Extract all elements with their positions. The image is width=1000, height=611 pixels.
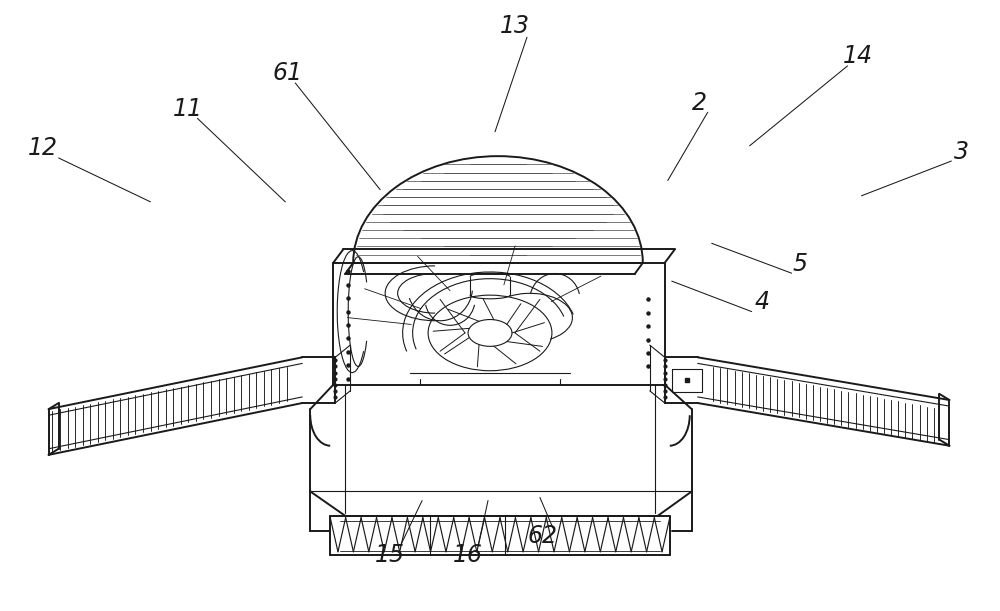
Text: 3: 3 [954, 140, 969, 164]
Text: 4: 4 [754, 290, 769, 315]
Text: 16: 16 [453, 543, 483, 568]
Text: 61: 61 [272, 60, 302, 85]
Text: 2: 2 [692, 91, 707, 115]
Text: 13: 13 [500, 14, 530, 38]
Text: 12: 12 [28, 136, 58, 160]
Text: 15: 15 [375, 543, 405, 568]
Text: 11: 11 [172, 97, 202, 121]
Text: 14: 14 [843, 43, 873, 68]
Text: 62: 62 [528, 524, 558, 548]
Text: 5: 5 [792, 252, 807, 276]
